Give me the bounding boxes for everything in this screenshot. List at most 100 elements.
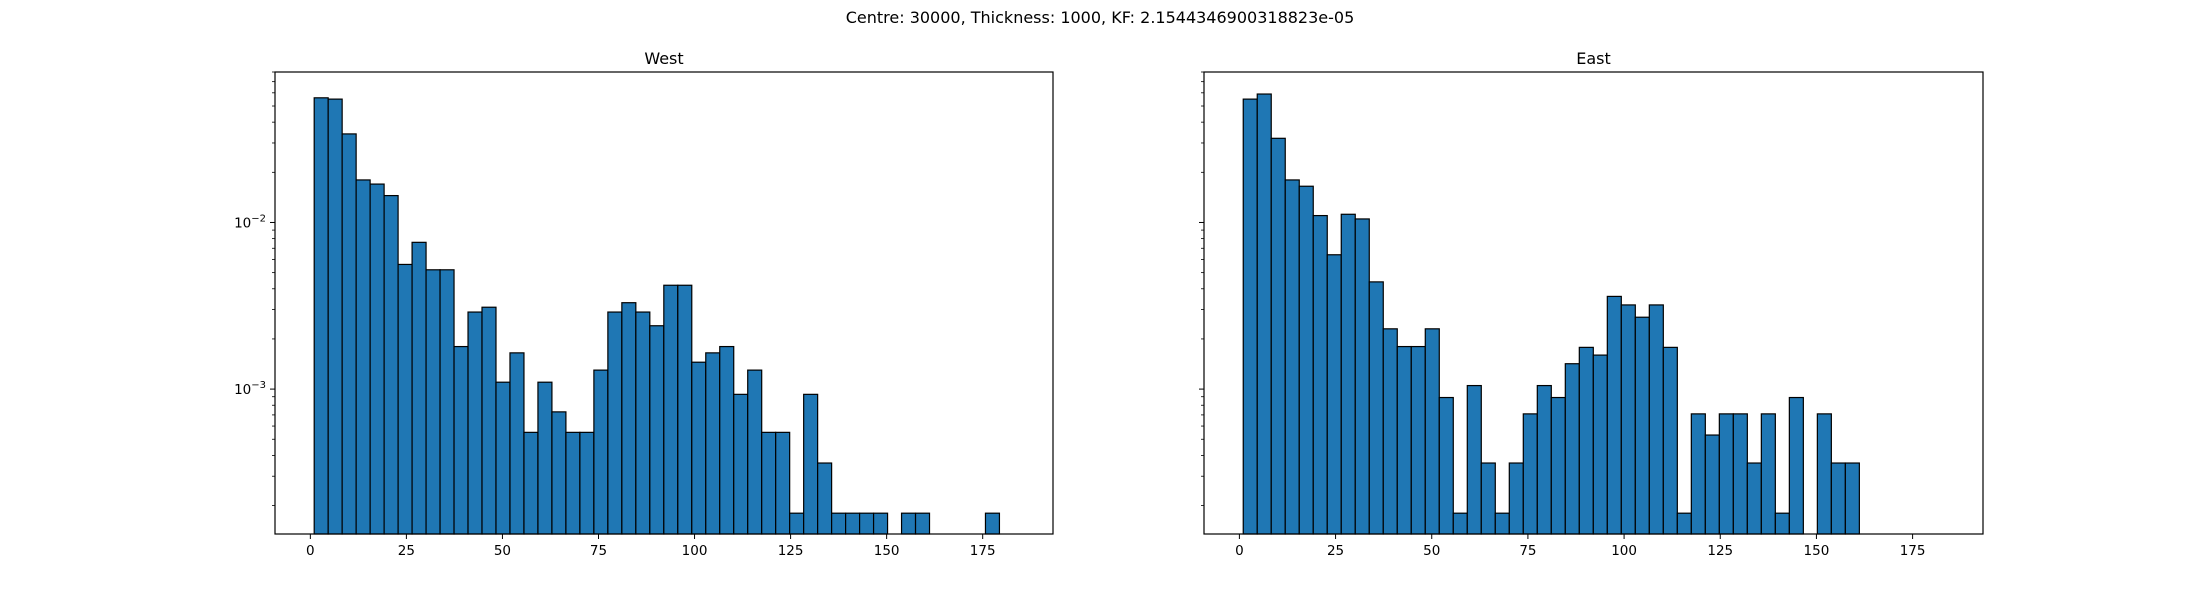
histogram-bar — [1550, 396, 1566, 535]
histogram-bar — [1648, 304, 1664, 535]
histogram-bar — [761, 431, 777, 535]
west-histogram-panel: West 0 25 50 75 100 125 150 175 10−2 10−3 — [234, 49, 1054, 559]
histogram-bar — [1830, 462, 1846, 535]
histogram-bar — [369, 183, 385, 535]
histogram-bar — [1662, 346, 1678, 535]
histogram-bar — [1508, 462, 1524, 535]
histogram-bar — [817, 462, 833, 535]
x-tick-label: 0 — [306, 543, 315, 559]
histogram-bar — [1284, 179, 1300, 535]
histogram-bar — [593, 369, 609, 535]
histogram-bar — [453, 345, 469, 535]
histogram-bar — [537, 381, 553, 535]
x-tick-label: 75 — [590, 543, 607, 559]
histogram-bar — [341, 133, 357, 535]
histogram-bar — [607, 311, 623, 535]
axes-title: East — [1576, 49, 1611, 68]
histogram-bar — [1690, 413, 1706, 535]
histogram-bar — [1298, 185, 1314, 535]
histogram-bar — [1424, 328, 1440, 535]
histogram-bar — [1788, 396, 1804, 535]
figure-suptitle: Centre: 30000, Thickness: 1000, KF: 2.15… — [845, 8, 1355, 27]
x-tick-label: 175 — [970, 543, 996, 559]
x-tick-label: 100 — [1611, 543, 1637, 559]
histogram-bar — [775, 431, 791, 535]
histogram-bar — [914, 512, 931, 535]
histogram-bar — [858, 512, 875, 535]
histogram-bar — [984, 512, 1001, 535]
histogram-bar — [1396, 345, 1412, 535]
histogram-bar — [565, 431, 581, 535]
histogram-bar — [621, 302, 637, 535]
histogram-bar — [1774, 512, 1790, 535]
histogram-bar — [1256, 93, 1272, 535]
histogram-bar — [1270, 137, 1286, 535]
histogram-bar — [1606, 295, 1622, 535]
histogram-bar — [1578, 346, 1594, 535]
histogram-bar — [313, 97, 329, 535]
x-tick-label: 175 — [1900, 543, 1926, 559]
histogram-bar — [900, 512, 917, 535]
histogram-bar — [1242, 98, 1258, 535]
histogram-bar — [705, 352, 721, 535]
histogram-bar — [1732, 413, 1748, 535]
histogram-bar — [1816, 413, 1832, 535]
histogram-bar — [663, 284, 679, 535]
histogram-bar — [677, 284, 693, 535]
x-tick-label: 125 — [1707, 543, 1733, 559]
histogram-bar — [495, 381, 511, 535]
histogram-bar — [719, 345, 735, 535]
histogram-bar — [1452, 512, 1468, 535]
histogram-bar — [789, 512, 805, 535]
x-tick-label: 100 — [682, 543, 708, 559]
histogram-bar — [551, 411, 567, 535]
axes-frame — [274, 71, 1054, 535]
histogram-bar — [872, 512, 889, 535]
x-tick-label: 50 — [494, 543, 511, 559]
x-tick-label: 25 — [1327, 543, 1344, 559]
y-tick-label: 10−3 — [234, 380, 266, 398]
histogram-bar — [355, 179, 371, 535]
histogram-bar — [467, 311, 483, 535]
histogram-bar — [1494, 512, 1510, 535]
histogram-bar — [1312, 214, 1328, 535]
histogram-bar — [733, 393, 749, 535]
histogram-bar — [1354, 218, 1370, 535]
histogram-bar — [831, 512, 847, 535]
x-tick-label: 25 — [398, 543, 415, 559]
histogram-bar — [1466, 384, 1482, 535]
histogram-bar — [439, 269, 455, 535]
histogram-bar — [1438, 396, 1454, 535]
x-tick-label: 150 — [1804, 543, 1830, 559]
x-tick-label: 0 — [1235, 543, 1244, 559]
histogram-bar — [1326, 254, 1342, 535]
histogram-bar — [747, 369, 763, 535]
histogram-bar — [649, 325, 665, 535]
histogram-bar — [1620, 304, 1636, 535]
histogram-bar — [691, 361, 707, 535]
histogram-bar — [845, 512, 861, 535]
histogram-bar — [509, 352, 525, 535]
histogram-bar — [1746, 462, 1762, 535]
histogram-bar — [1536, 384, 1552, 535]
histogram-bar — [1760, 413, 1776, 535]
histogram-bar — [523, 431, 539, 535]
histogram-bar — [1382, 328, 1398, 535]
histogram-bar — [1718, 413, 1734, 535]
axes-frame — [1203, 71, 1984, 535]
histogram-bar — [1634, 316, 1650, 535]
histogram-bar — [1592, 354, 1608, 535]
histogram-bar — [1704, 434, 1720, 535]
x-tick-label: 50 — [1423, 543, 1440, 559]
histogram-bar — [579, 431, 595, 535]
y-tick-label: 10−2 — [234, 213, 266, 231]
x-tick-label: 150 — [874, 543, 900, 559]
histogram-bar — [1410, 345, 1426, 535]
histogram-bar — [383, 194, 399, 535]
histogram-bar — [1368, 281, 1384, 535]
x-tick-label: 125 — [778, 543, 804, 559]
histogram-bar — [1676, 512, 1692, 535]
histogram-bar — [327, 98, 343, 535]
histogram-bar — [411, 241, 427, 535]
